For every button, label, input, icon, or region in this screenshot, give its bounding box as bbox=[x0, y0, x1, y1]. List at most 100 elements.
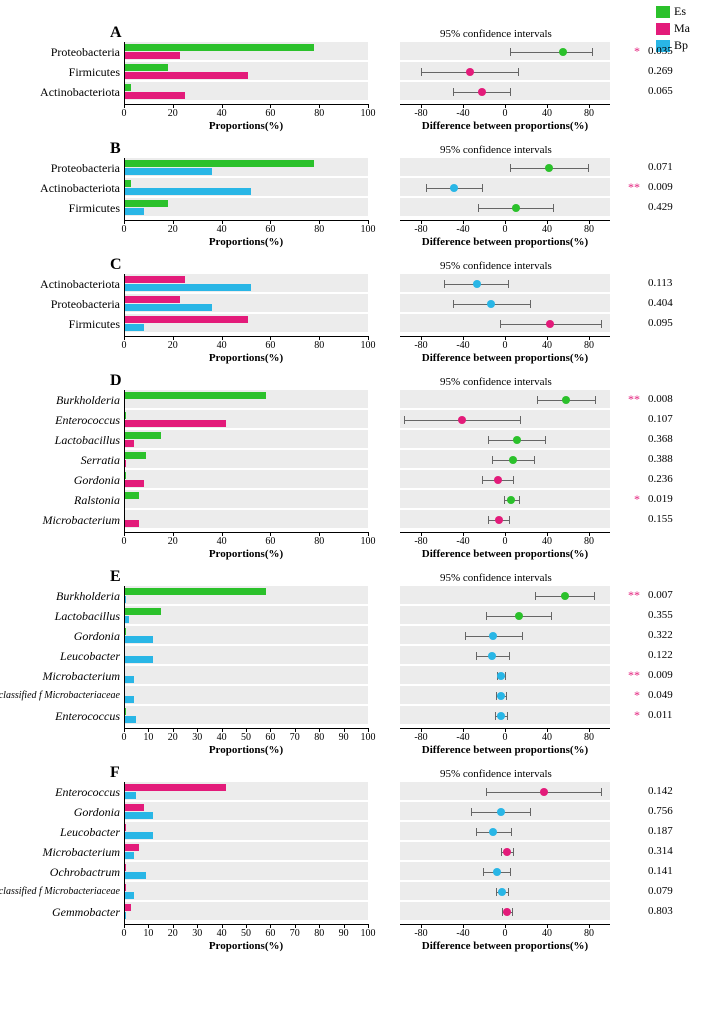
p-value: 0.803 bbox=[648, 905, 673, 917]
bar-axis-line bbox=[124, 532, 368, 533]
ci-cap-hi bbox=[530, 808, 531, 816]
ci-row-bg bbox=[400, 490, 610, 508]
bar-Bp bbox=[124, 324, 144, 331]
ci-row-bg bbox=[400, 390, 610, 408]
row-label: Firmicutes bbox=[0, 317, 120, 332]
bar-Ma bbox=[124, 480, 144, 487]
legend-label-Es: Es bbox=[674, 4, 686, 19]
bar-tick-label: 0 bbox=[109, 340, 139, 351]
ci-header-A: 95% confidence intervals bbox=[440, 28, 552, 40]
ci-header-F: 95% confidence intervals bbox=[440, 768, 552, 780]
bar-axis-line bbox=[124, 336, 368, 337]
bar-axis-y bbox=[124, 390, 125, 532]
bar-axis-y bbox=[124, 782, 125, 924]
panel-letter-D: D bbox=[110, 372, 122, 390]
ci-dot bbox=[458, 416, 466, 424]
bar-Ma bbox=[124, 440, 134, 447]
row-label: Leucobacter bbox=[0, 825, 120, 840]
bar-Bp bbox=[124, 872, 146, 879]
bar-tick-label: 20 bbox=[158, 536, 188, 547]
bar-Bp bbox=[124, 852, 134, 859]
bar-row-bg bbox=[124, 646, 368, 664]
ci-tick-label: 0 bbox=[490, 108, 520, 119]
bar-tick-label: 60 bbox=[255, 340, 285, 351]
ci-header-B: 95% confidence intervals bbox=[440, 144, 552, 156]
ci-tick-label: -80 bbox=[406, 536, 436, 547]
row-label: Proteobacteria bbox=[0, 297, 120, 312]
row-label: Microbacterium bbox=[0, 513, 120, 528]
bar-axis-line bbox=[124, 104, 368, 105]
ci-row-bg bbox=[400, 510, 610, 528]
bar-tick-label: 80 bbox=[304, 536, 334, 547]
ci-cap-lo bbox=[465, 632, 466, 640]
bar-Bp bbox=[124, 284, 251, 291]
p-value: 0.113 bbox=[648, 277, 672, 289]
p-value: 0.141 bbox=[648, 865, 673, 877]
ci-row-bg bbox=[400, 274, 610, 292]
ci-cap-hi bbox=[508, 888, 509, 896]
figure: EsMaBpA95% confidence intervalsProteobac… bbox=[0, 0, 702, 1014]
p-value: 0.079 bbox=[648, 885, 673, 897]
bar-Bp bbox=[124, 208, 144, 215]
ci-row-bg bbox=[400, 314, 610, 332]
bar-tick-label: 0 bbox=[109, 108, 139, 119]
ci-cap-lo bbox=[500, 320, 501, 328]
p-value: 0.009 bbox=[648, 181, 673, 193]
bar-axis-title: Proportions(%) bbox=[124, 940, 368, 952]
bar-Ma bbox=[124, 844, 139, 851]
ci-dot bbox=[497, 808, 505, 816]
ci-tick-label: -40 bbox=[448, 108, 478, 119]
p-value: 0.368 bbox=[648, 433, 673, 445]
ci-tick-label: 0 bbox=[490, 928, 520, 939]
row-label: Burkholderia bbox=[0, 393, 120, 408]
ci-axis-title: Difference between proportions(%) bbox=[400, 120, 610, 132]
p-value: 0.322 bbox=[648, 629, 673, 641]
ci-tick-label: 80 bbox=[574, 732, 604, 743]
ci-axis-title: Difference between proportions(%) bbox=[400, 548, 610, 560]
ci-tick-label: 40 bbox=[532, 536, 562, 547]
bar-tick-label: 80 bbox=[304, 224, 334, 235]
p-value: 0.107 bbox=[648, 413, 673, 425]
ci-tick-label: 40 bbox=[532, 732, 562, 743]
ci-cap-lo bbox=[486, 788, 487, 796]
ci-row-bg bbox=[400, 706, 610, 724]
bar-Es bbox=[124, 492, 139, 499]
bar-axis-y bbox=[124, 586, 125, 728]
bar-tick-label: 80 bbox=[304, 340, 334, 351]
panel-letter-E: E bbox=[110, 568, 121, 586]
bar-row-bg bbox=[124, 510, 368, 528]
ci-dot bbox=[513, 436, 521, 444]
bar-Ma bbox=[124, 904, 131, 911]
ci-cap-hi bbox=[534, 456, 535, 464]
panel-letter-F: F bbox=[110, 764, 120, 782]
bar-axis-y bbox=[124, 158, 125, 220]
bar-row-bg bbox=[124, 606, 368, 624]
bar-Bp bbox=[124, 716, 136, 723]
p-value: 0.314 bbox=[648, 845, 673, 857]
ci-row-bg bbox=[400, 82, 610, 100]
ci-tick-label: 0 bbox=[490, 536, 520, 547]
ci-cap-lo bbox=[495, 712, 496, 720]
ci-row-bg bbox=[400, 686, 610, 704]
row-label: Proteobacteria bbox=[0, 45, 120, 60]
sig-stars: ** bbox=[620, 180, 640, 195]
p-value: 0.404 bbox=[648, 297, 673, 309]
ci-axis-title: Difference between proportions(%) bbox=[400, 744, 610, 756]
ci-tick-label: -40 bbox=[448, 732, 478, 743]
ci-tick-label: -80 bbox=[406, 224, 436, 235]
p-value: 0.065 bbox=[648, 85, 673, 97]
bar-tick-label: 60 bbox=[255, 224, 285, 235]
panel-letter-A: A bbox=[110, 24, 122, 42]
ci-row-bg bbox=[400, 586, 610, 604]
sig-stars: * bbox=[620, 688, 640, 703]
ci-row-bg bbox=[400, 178, 610, 196]
bar-row-bg bbox=[124, 822, 368, 840]
ci-cap-lo bbox=[486, 612, 487, 620]
ci-tick-label: -80 bbox=[406, 340, 436, 351]
bar-axis-title: Proportions(%) bbox=[124, 236, 368, 248]
ci-cap-hi bbox=[530, 300, 531, 308]
ci-dot bbox=[497, 712, 505, 720]
ci-cap-hi bbox=[601, 788, 602, 796]
ci-dot bbox=[515, 612, 523, 620]
panel-letter-C: C bbox=[110, 256, 122, 274]
